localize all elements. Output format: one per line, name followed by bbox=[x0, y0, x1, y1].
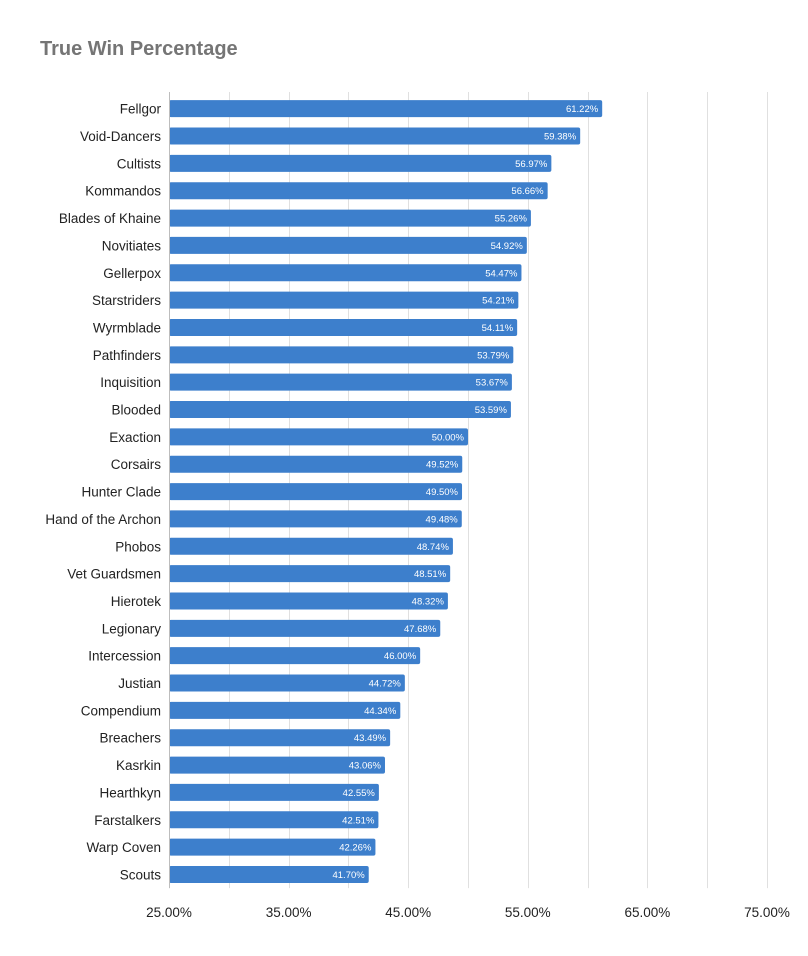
bar bbox=[169, 455, 463, 473]
data-label: 54.47% bbox=[485, 268, 518, 279]
bar bbox=[169, 401, 511, 419]
category-label: Blades of Khaine bbox=[59, 211, 161, 226]
bar bbox=[169, 647, 421, 665]
data-label: 56.66% bbox=[511, 186, 544, 197]
data-label: 49.52% bbox=[426, 460, 459, 471]
category-label: Justian bbox=[118, 676, 161, 691]
x-tick-label: 65.00% bbox=[625, 905, 671, 920]
bar bbox=[169, 483, 463, 501]
bar bbox=[169, 264, 522, 282]
bar bbox=[169, 701, 401, 719]
data-label: 42.26% bbox=[339, 843, 372, 854]
data-label: 48.51% bbox=[414, 569, 447, 580]
data-label: 44.72% bbox=[369, 679, 402, 690]
category-label: Kommandos bbox=[85, 184, 161, 199]
bar bbox=[169, 236, 527, 254]
bar bbox=[169, 209, 531, 227]
data-label: 54.92% bbox=[491, 241, 524, 252]
bar bbox=[169, 510, 462, 528]
category-label: Pathfinders bbox=[93, 348, 162, 363]
category-label: Scouts bbox=[120, 867, 162, 882]
category-label: Compendium bbox=[81, 703, 161, 718]
data-label: 49.48% bbox=[426, 514, 459, 525]
category-label: Farstalkers bbox=[94, 813, 161, 828]
x-tick-label: 35.00% bbox=[266, 905, 312, 920]
category-label: Fellgor bbox=[120, 102, 162, 117]
data-label: 55.26% bbox=[495, 214, 528, 225]
category-label: Blooded bbox=[111, 403, 161, 418]
category-label: Wyrmblade bbox=[93, 320, 161, 335]
bar bbox=[169, 428, 468, 446]
bar bbox=[169, 865, 369, 883]
bar bbox=[169, 729, 391, 747]
category-label: Void-Dancers bbox=[80, 129, 161, 144]
bar bbox=[169, 674, 405, 692]
bar bbox=[169, 318, 518, 336]
bar bbox=[169, 783, 379, 801]
data-label: 42.51% bbox=[342, 815, 375, 826]
category-label: Gellerpox bbox=[103, 266, 161, 281]
data-label: 47.68% bbox=[404, 624, 437, 635]
category-label: Corsairs bbox=[111, 457, 162, 472]
data-label: 43.49% bbox=[354, 733, 387, 744]
data-label: 61.22% bbox=[566, 104, 599, 115]
data-label: 50.00% bbox=[432, 432, 465, 443]
category-label: Exaction bbox=[109, 430, 161, 445]
x-tick-label: 25.00% bbox=[146, 905, 192, 920]
category-label: Hand of the Archon bbox=[45, 512, 161, 527]
bar bbox=[169, 756, 385, 774]
data-label: 43.06% bbox=[349, 761, 382, 772]
x-tick-label: 75.00% bbox=[744, 905, 790, 920]
category-label: Inquisition bbox=[100, 375, 161, 390]
data-label: 59.38% bbox=[544, 132, 577, 143]
category-label: Legionary bbox=[102, 621, 162, 636]
data-label: 54.11% bbox=[482, 323, 514, 334]
category-label: Kasrkin bbox=[116, 758, 161, 773]
category-label: Phobos bbox=[115, 539, 161, 554]
category-label: Cultists bbox=[117, 156, 162, 171]
data-label: 53.59% bbox=[475, 405, 508, 416]
bar bbox=[169, 291, 519, 309]
bar bbox=[169, 373, 512, 391]
data-label: 44.34% bbox=[364, 706, 397, 717]
bar bbox=[169, 127, 581, 145]
data-label: 53.67% bbox=[476, 378, 509, 389]
data-label: 42.55% bbox=[343, 788, 376, 799]
category-label: Intercession bbox=[88, 649, 161, 664]
bar bbox=[169, 346, 514, 364]
data-label: 53.79% bbox=[477, 350, 510, 361]
category-label: Hearthkyn bbox=[99, 785, 161, 800]
bar bbox=[169, 100, 603, 118]
data-label: 46.00% bbox=[384, 651, 417, 662]
data-label: 48.32% bbox=[412, 596, 445, 607]
category-label: Breachers bbox=[99, 731, 161, 746]
category-label: Hierotek bbox=[111, 594, 162, 609]
category-label: Starstriders bbox=[92, 293, 161, 308]
data-label: 48.74% bbox=[417, 542, 450, 553]
bar bbox=[169, 154, 552, 172]
data-label: 54.21% bbox=[482, 296, 515, 307]
x-tick-label: 45.00% bbox=[385, 905, 431, 920]
bar bbox=[169, 537, 453, 555]
bar bbox=[169, 838, 376, 856]
data-label: 49.50% bbox=[426, 487, 459, 498]
data-label: 56.97% bbox=[515, 159, 548, 170]
chart-title: True Win Percentage bbox=[40, 38, 238, 60]
bar bbox=[169, 619, 441, 637]
category-label: Vet Guardsmen bbox=[67, 567, 161, 582]
category-label: Novitiates bbox=[102, 238, 162, 253]
bar bbox=[169, 182, 548, 200]
x-tick-label: 55.00% bbox=[505, 905, 551, 920]
category-label: Warp Coven bbox=[86, 840, 161, 855]
category-label: Hunter Clade bbox=[81, 485, 161, 500]
bar bbox=[169, 811, 379, 829]
data-label: 41.70% bbox=[332, 870, 365, 881]
bar bbox=[169, 565, 451, 583]
bar bbox=[169, 592, 448, 610]
